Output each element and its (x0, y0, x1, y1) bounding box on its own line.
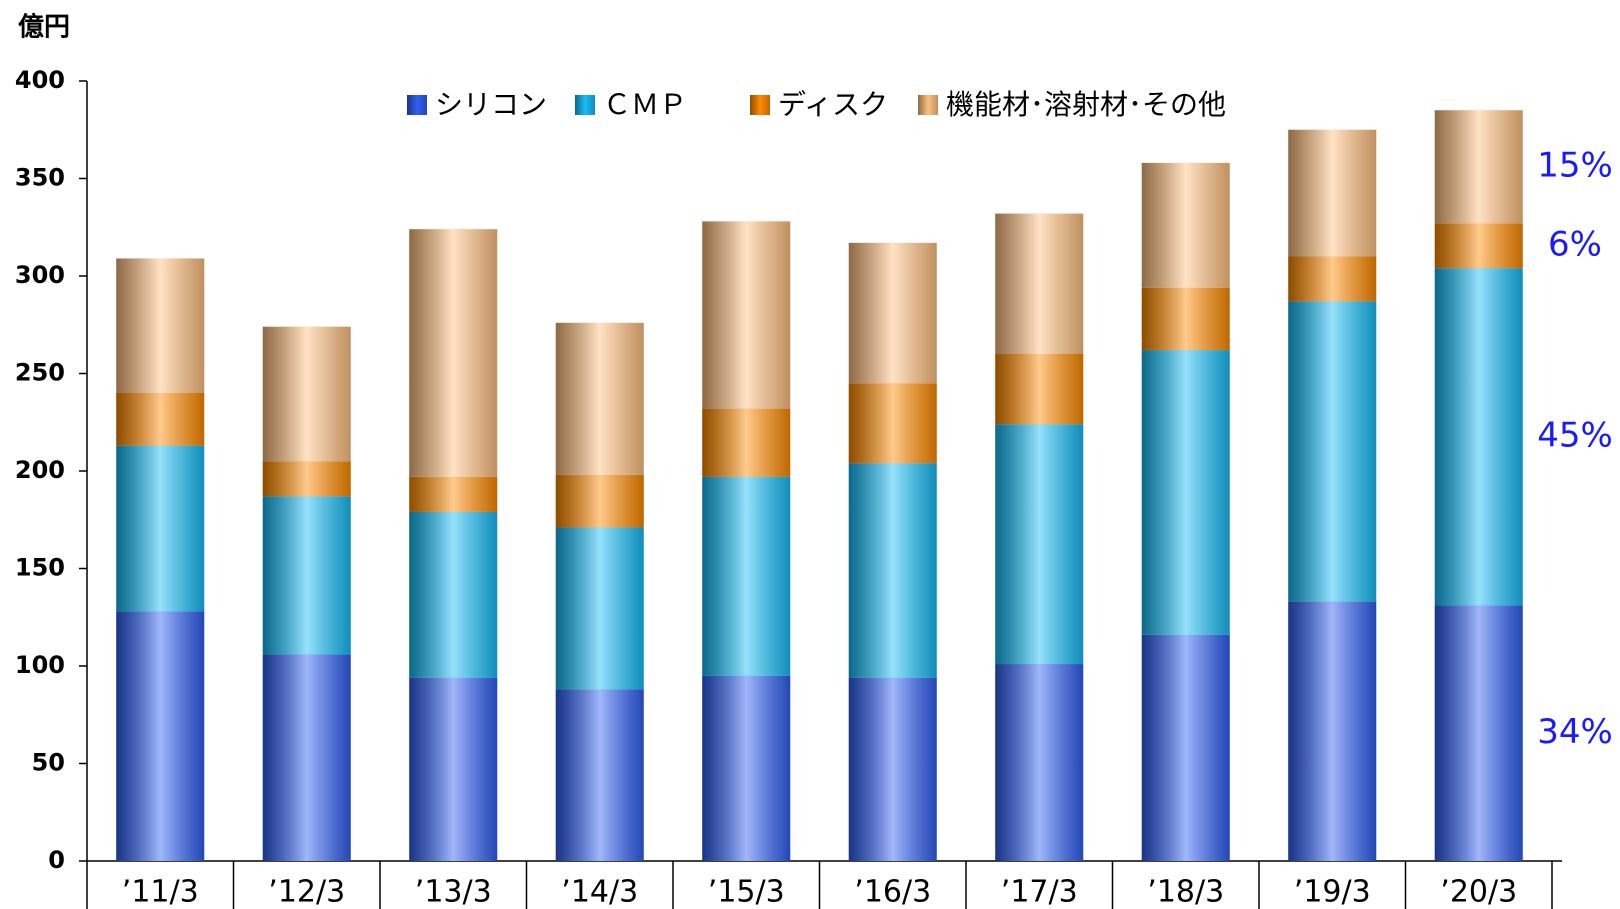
y-tick-label: 350 (15, 164, 65, 192)
bar-shade (555, 322, 644, 475)
y-tick-label: 300 (15, 261, 65, 289)
bar-shade (116, 445, 205, 612)
x-tick-label: ’14/3 (561, 875, 638, 909)
bar-shade (848, 242, 937, 384)
bar-shade (555, 527, 644, 690)
legend-swatch-shade (575, 95, 595, 115)
bar-shade (1288, 256, 1377, 302)
y-tick-label: 100 (15, 651, 65, 679)
bar-shade (409, 229, 498, 477)
bar-shade (702, 476, 791, 676)
legend-label: 機能材･溶射材･その他 (946, 88, 1226, 121)
bar-shade (1141, 634, 1230, 861)
y-tick-label: 150 (15, 554, 65, 582)
y-tick-label: 50 (32, 749, 65, 777)
bar-shade (1434, 268, 1523, 606)
x-tick-label: ’17/3 (1001, 875, 1078, 909)
bar-shade (1288, 129, 1377, 257)
y-tick-label: 400 (15, 66, 65, 94)
share-label: 45% (1537, 415, 1613, 455)
share-label: 6% (1548, 224, 1602, 264)
x-tick-label: ’19/3 (1294, 875, 1371, 909)
x-tick-label: ’16/3 (854, 875, 931, 909)
x-tick-label: ’20/3 (1440, 875, 1517, 909)
legend-label: シリコン (435, 88, 547, 121)
bar-shade (116, 258, 205, 393)
bar-shade (702, 675, 791, 861)
bar-shade (262, 496, 351, 655)
bar-shade (262, 461, 351, 497)
bar-shade (262, 326, 351, 462)
bar-shade (848, 677, 937, 861)
bar-shade (1434, 110, 1523, 224)
bar-shade (848, 383, 937, 464)
bar-shade (702, 408, 791, 477)
x-tick-label: ’12/3 (268, 875, 345, 909)
legend-swatch-shade (407, 95, 427, 115)
x-tick-label: ’11/3 (122, 875, 199, 909)
bar-shade (555, 474, 644, 528)
legend-swatch-shade (918, 95, 938, 115)
bar-shade (1141, 350, 1230, 635)
bar-shade (1288, 301, 1377, 602)
bar-shade (555, 689, 644, 861)
bar-shade (995, 213, 1084, 354)
bar-shade (409, 677, 498, 861)
x-tick-label: ’13/3 (415, 875, 492, 909)
bar-shade (262, 654, 351, 861)
y-tick-label: 0 (48, 846, 65, 874)
y-tick-label: 200 (15, 456, 65, 484)
bar-shade (116, 393, 205, 446)
bar-shade (995, 664, 1084, 861)
bar-shade (1288, 601, 1377, 861)
bar-shade (116, 611, 205, 861)
bar-shade (409, 511, 498, 678)
bar-shade (1141, 162, 1230, 288)
x-tick-label: ’18/3 (1147, 875, 1224, 909)
bar-shade (409, 476, 498, 512)
legend-label: ディスク (778, 88, 888, 121)
bar-shade (1141, 287, 1230, 351)
y-tick-label: 250 (15, 359, 65, 387)
legend-label: ＣＭＰ (603, 88, 687, 121)
y-axis-label: 億円 (18, 13, 70, 43)
bar-shade (995, 354, 1084, 425)
bar-shade (702, 221, 791, 409)
bar-shade (995, 424, 1084, 665)
bar-shade (1434, 605, 1523, 861)
x-tick-label: ’15/3 (708, 875, 785, 909)
legend-swatch-shade (750, 95, 770, 115)
bar-shade (1434, 223, 1523, 269)
bar-shade (848, 463, 937, 678)
share-label: 34% (1537, 712, 1613, 752)
share-label: 15% (1537, 145, 1613, 185)
